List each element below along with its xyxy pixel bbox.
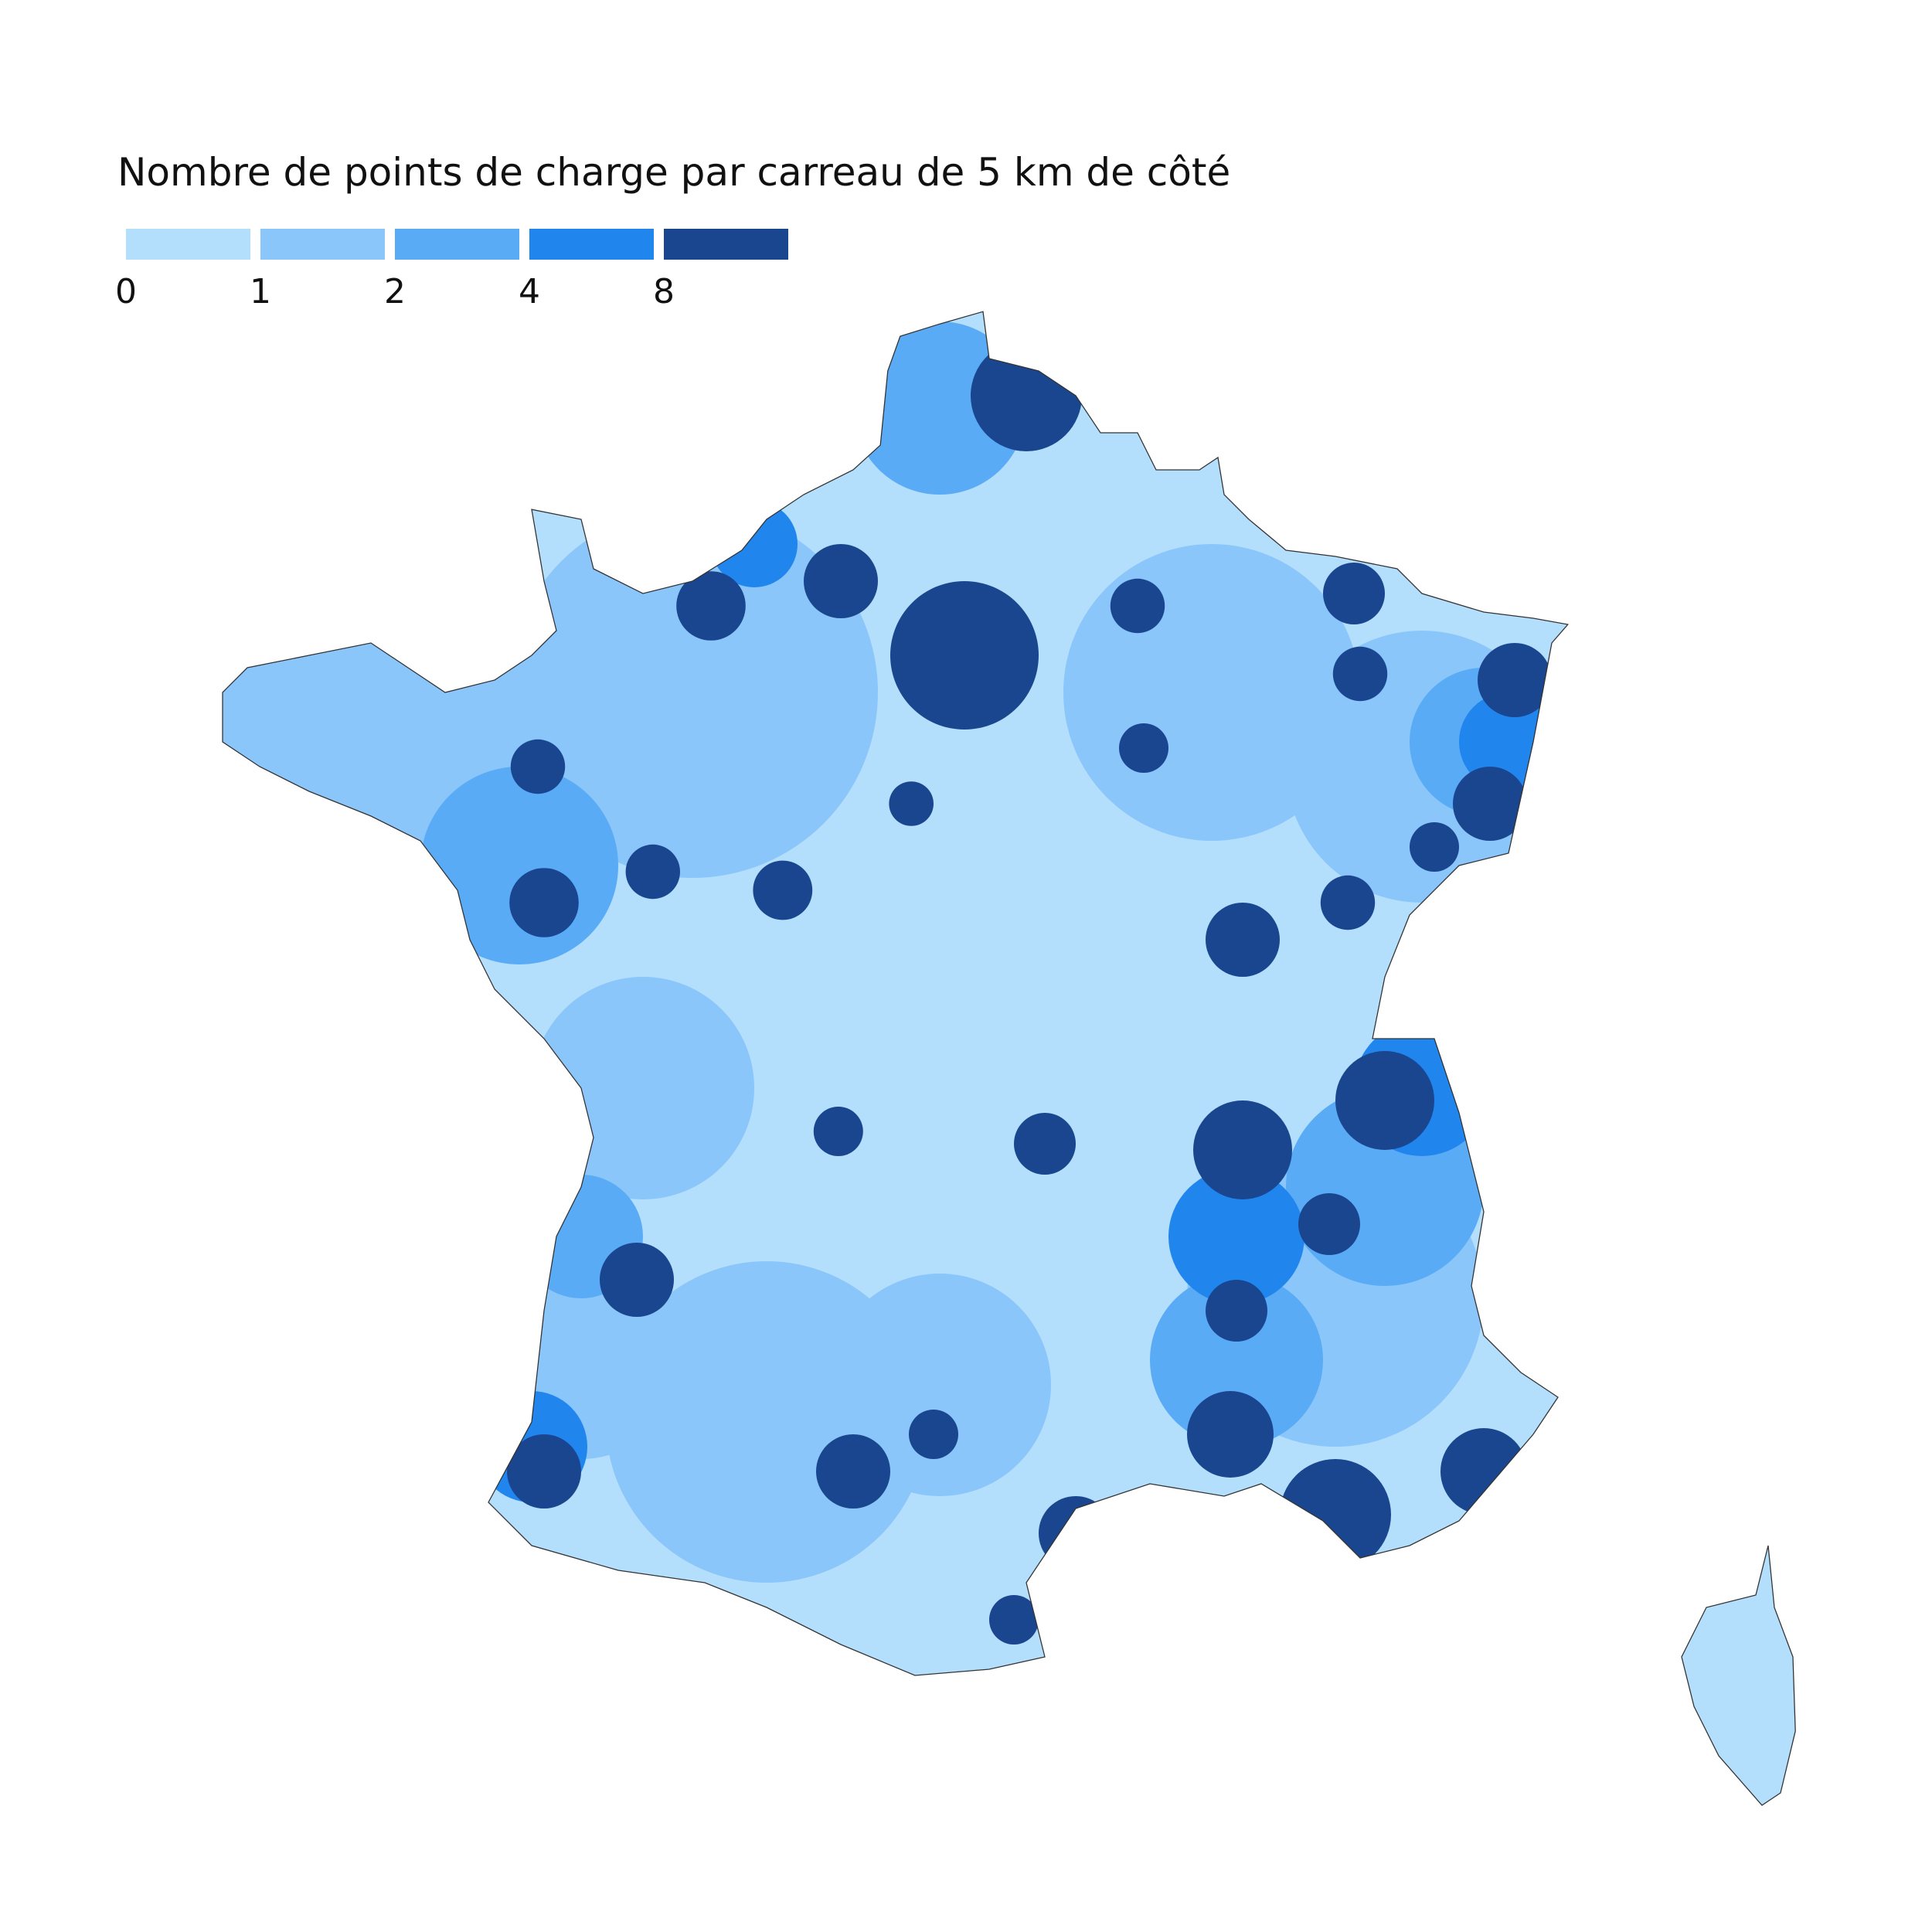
legend-swatch bbox=[529, 229, 654, 260]
legend-swatch bbox=[260, 229, 385, 260]
map-fill bbox=[223, 311, 1796, 1806]
map bbox=[222, 311, 1796, 1806]
legend: 0 1 2 4 8 bbox=[115, 229, 788, 311]
legend-swatch bbox=[395, 229, 519, 260]
legend-break-label: 8 bbox=[653, 272, 675, 311]
legend-title: Nombre de points de charge par carreau d… bbox=[117, 150, 1230, 195]
top-zones bbox=[507, 340, 1552, 1645]
legend-swatch bbox=[664, 229, 788, 260]
land-base bbox=[223, 311, 1796, 1806]
legend-break-label: 2 bbox=[384, 272, 406, 311]
legend-break-label: 0 bbox=[115, 272, 137, 311]
legend-break-label: 4 bbox=[519, 272, 540, 311]
legend-swatch bbox=[126, 229, 250, 260]
legend-break-label: 1 bbox=[250, 272, 271, 311]
